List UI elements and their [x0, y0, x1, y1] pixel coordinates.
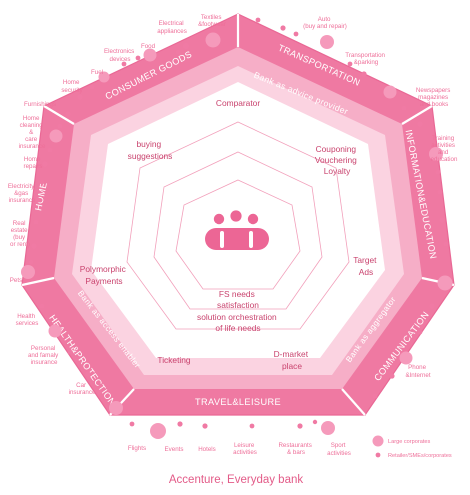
label-electronics: Electronics devices — [104, 48, 136, 63]
guide-ring-1 — [126, 121, 350, 330]
label-health-services: Health services — [16, 313, 39, 327]
legend: Large corporates Retailer/SMEs/corporate… — [372, 435, 452, 459]
legend-large-dot — [372, 435, 384, 447]
legend-small-label: Retailer/SMEs/corporates — [388, 453, 452, 459]
label-training: Training activities and education — [431, 135, 458, 163]
label-home-security: Home security — [61, 79, 83, 94]
guide-ring-3 — [175, 179, 301, 290]
legend-large-label: Large corporates — [388, 439, 430, 445]
label-leisure: Leisure activities — [233, 442, 257, 456]
label-electrical: Electrical appliances — [157, 20, 187, 35]
label-flights: Flights — [128, 445, 146, 452]
service-solution-orchestration: solution orchestration of life needs — [197, 312, 279, 333]
service-fs-needs: FS needs satisfaction — [217, 289, 259, 310]
label-restaurants: Restaurants & bars — [278, 442, 313, 456]
service-polymorphic-payments: Polymorphic Payments — [80, 264, 128, 286]
label-furnishings: Furnishings — [24, 101, 56, 108]
legend-small-dot — [375, 452, 381, 458]
sector-travel-leisure: TRAVEL&LEISURE — [195, 397, 281, 407]
label-fuel: Fuel — [91, 69, 103, 76]
label-phone: Phone &Internet — [405, 364, 430, 379]
label-home-cleaning: Home cleaning & care insurance — [19, 115, 46, 150]
label-electricity: Electricity &gas insurance — [8, 183, 36, 204]
service-ticketing: Ticketing — [157, 355, 191, 365]
service-couponing: Couponing Vouchering Loyalty — [315, 144, 359, 176]
label-sport: Sport activities — [327, 442, 351, 457]
large-corporate-dots — [21, 32, 453, 439]
label-car-insurance: Car insurance — [69, 382, 96, 396]
label-transportation-parking: Transportation &parking — [345, 52, 386, 66]
people-icon — [205, 210, 269, 250]
label-auto: Auto (buy and repair) — [303, 16, 347, 30]
label-personal-insurance: Personal and famaly insurance — [28, 345, 60, 366]
guide-ring-2 — [153, 151, 323, 310]
label-newspapers: Newspapers magazines and books — [416, 87, 452, 108]
label-events: Events — [165, 446, 184, 453]
service-buying-suggestions: buying suggestions — [128, 139, 173, 161]
label-textiles: Textiles &footwear — [198, 14, 226, 28]
service-dmarket-place: D-market place — [274, 349, 311, 371]
label-hotels: Hotels — [198, 446, 216, 453]
caption: Accenture, Everyday bank — [169, 474, 303, 486]
retail-dots — [28, 17, 449, 429]
label-real-estate: Real estate (buy or rent) — [10, 220, 30, 248]
service-comparator: Comparator — [216, 98, 260, 108]
label-food: Food — [141, 43, 156, 50]
service-target-ads: Target Ads — [353, 255, 379, 277]
label-pets: Pets — [10, 277, 22, 284]
label-home-repairs: Home repairs — [24, 156, 43, 170]
